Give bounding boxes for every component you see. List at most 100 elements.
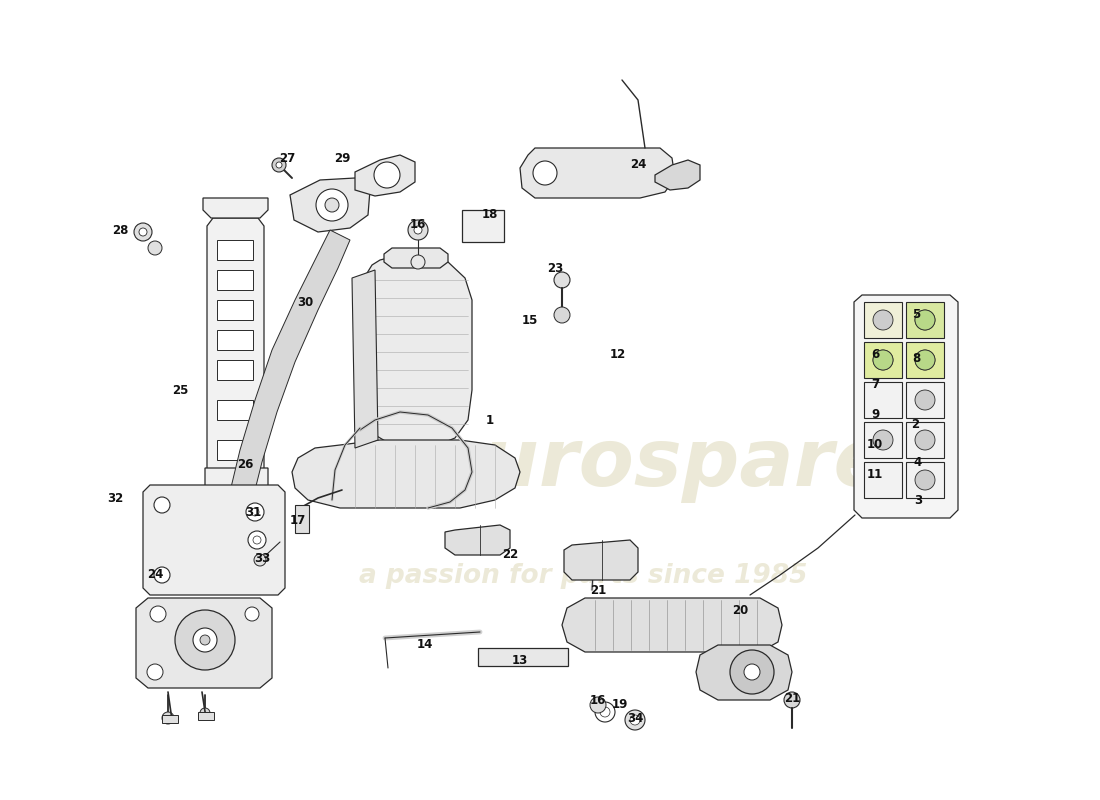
Bar [217,300,253,320]
Text: 7: 7 [871,378,879,391]
Bar [906,342,944,378]
Text: 24: 24 [630,158,646,171]
Polygon shape [143,485,285,595]
Circle shape [134,223,152,241]
Polygon shape [352,270,378,448]
Circle shape [534,161,557,185]
Circle shape [590,697,606,713]
Bar [462,210,504,242]
Circle shape [374,162,400,188]
Circle shape [248,531,266,549]
Text: 19: 19 [612,698,628,711]
Polygon shape [355,155,415,196]
Bar [162,715,178,723]
Circle shape [246,503,264,521]
Circle shape [272,158,286,172]
Text: 15: 15 [521,314,538,326]
Bar [478,648,568,666]
Bar [906,422,944,458]
Bar [906,462,944,498]
Bar [864,342,902,378]
Text: 34: 34 [627,711,644,725]
Text: 12: 12 [609,349,626,362]
Text: 33: 33 [254,551,271,565]
Text: 32: 32 [107,491,123,505]
Circle shape [873,430,893,450]
Polygon shape [696,645,792,700]
Polygon shape [292,440,520,508]
Text: 10: 10 [867,438,883,451]
Circle shape [915,430,935,450]
Polygon shape [520,148,675,198]
Text: 9: 9 [871,409,879,422]
Bar [198,712,214,720]
Bar [864,302,902,338]
Circle shape [730,650,774,694]
Text: 8: 8 [912,351,920,365]
Text: 29: 29 [333,151,350,165]
Text: 21: 21 [784,691,800,705]
Text: 22: 22 [502,549,518,562]
Circle shape [276,162,282,168]
Circle shape [625,710,645,730]
Text: 2: 2 [911,418,920,431]
Polygon shape [562,598,782,652]
Circle shape [324,198,339,212]
Circle shape [154,497,170,513]
Text: 26: 26 [236,458,253,471]
Polygon shape [446,525,510,555]
Text: 20: 20 [732,603,748,617]
Circle shape [253,536,261,544]
Circle shape [200,635,210,645]
Bar [217,440,253,460]
Circle shape [245,607,258,621]
Text: 1: 1 [486,414,494,426]
Circle shape [175,610,235,670]
Bar [295,505,309,533]
Text: 21: 21 [590,583,606,597]
Polygon shape [207,218,264,478]
Circle shape [600,707,610,717]
Polygon shape [854,295,958,518]
Polygon shape [358,255,472,448]
Bar [217,270,253,290]
Circle shape [154,567,170,583]
Text: 11: 11 [867,469,883,482]
Circle shape [630,715,640,725]
Circle shape [784,692,800,708]
Circle shape [915,310,935,330]
Text: 14: 14 [417,638,433,651]
Text: 16: 16 [590,694,606,706]
Text: 16: 16 [410,218,426,231]
Bar [217,240,253,260]
Circle shape [251,508,258,516]
Circle shape [414,226,422,234]
Polygon shape [205,468,268,500]
Circle shape [915,470,935,490]
Polygon shape [654,160,700,190]
Polygon shape [136,598,272,688]
Circle shape [915,310,935,330]
Bar [864,382,902,418]
Text: 24: 24 [146,569,163,582]
Bar [906,302,944,338]
Polygon shape [220,230,350,540]
Text: 13: 13 [512,654,528,666]
Polygon shape [204,198,268,218]
Circle shape [554,307,570,323]
Bar [217,330,253,350]
Circle shape [254,554,266,566]
Circle shape [873,350,893,370]
Text: 6: 6 [871,349,879,362]
Text: 17: 17 [290,514,306,526]
Text: 5: 5 [912,309,920,322]
Circle shape [200,708,210,718]
Text: 4: 4 [914,455,922,469]
Text: a passion for parts since 1985: a passion for parts since 1985 [359,563,807,589]
Polygon shape [384,248,448,268]
Circle shape [408,220,428,240]
Circle shape [873,350,893,370]
Circle shape [150,606,166,622]
Circle shape [554,272,570,288]
Text: 23: 23 [547,262,563,274]
